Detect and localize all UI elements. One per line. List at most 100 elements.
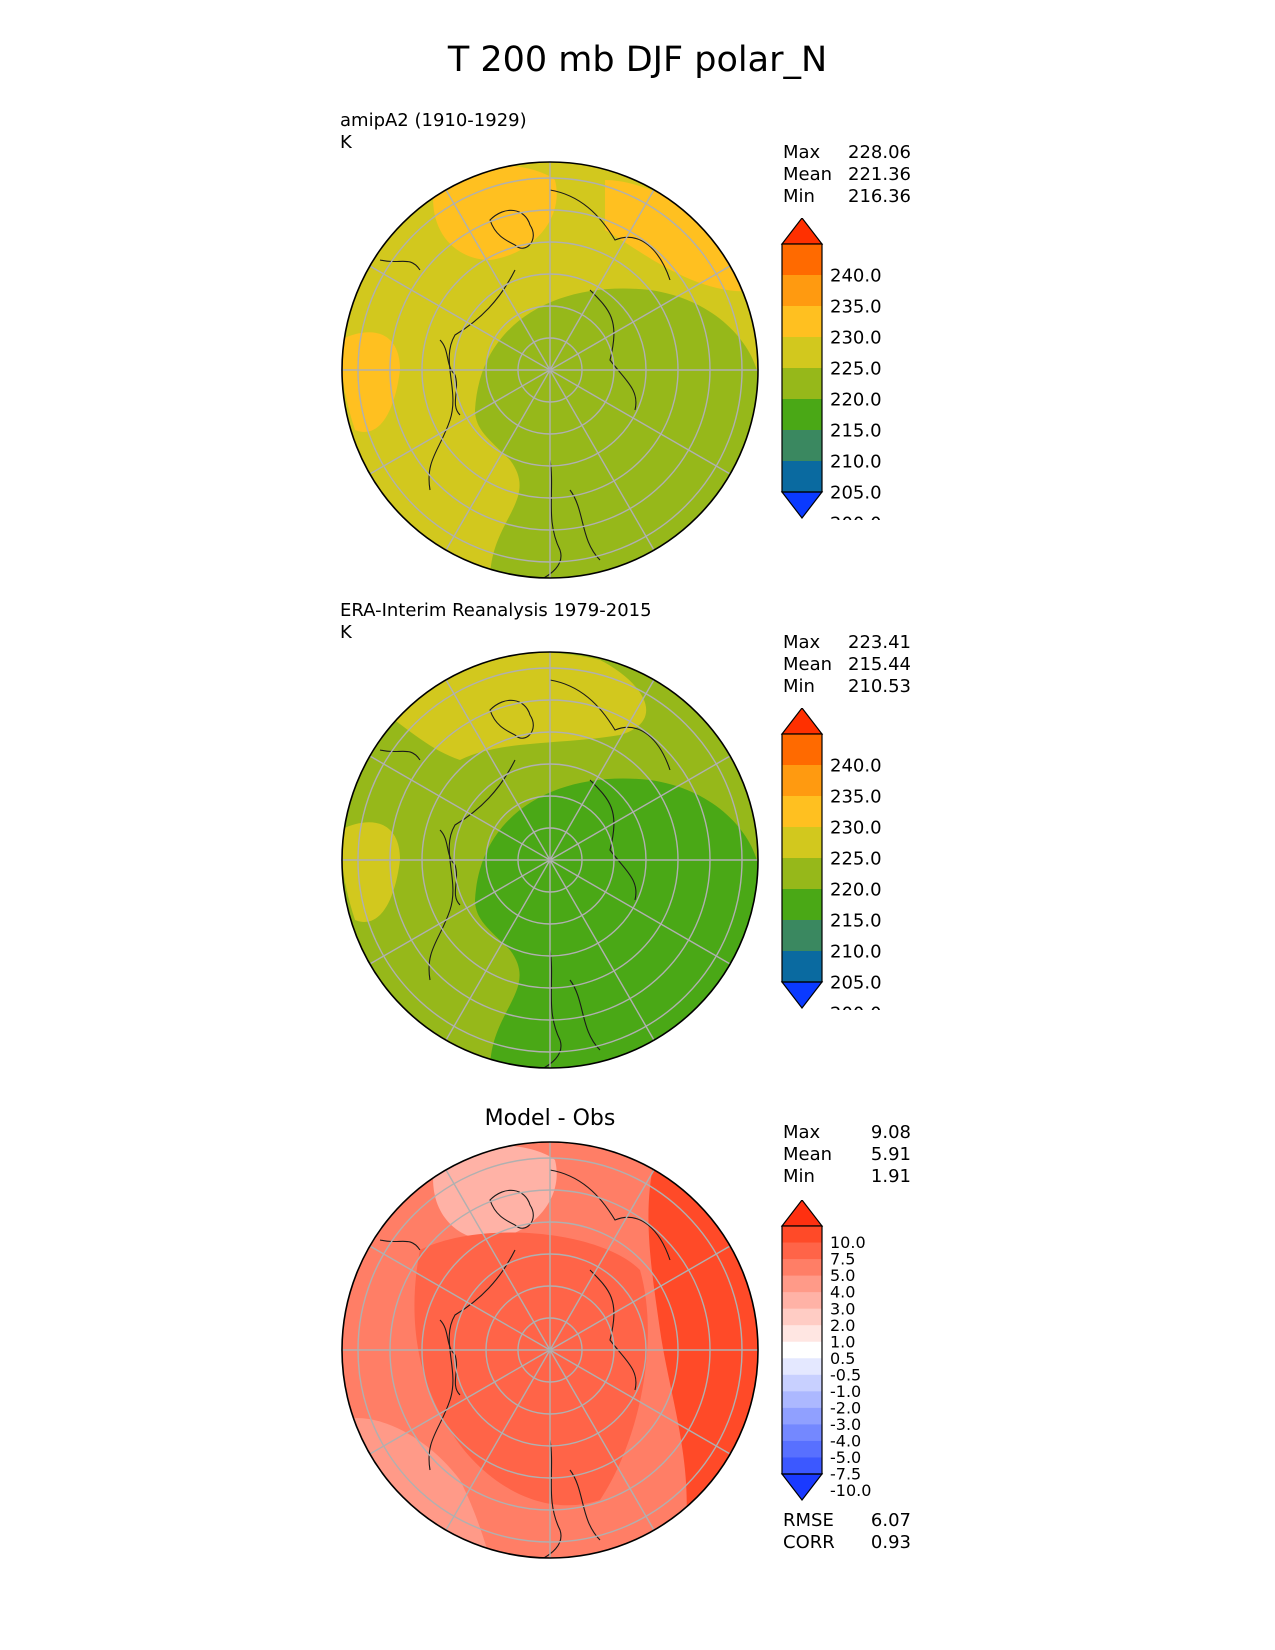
colorbar-bin xyxy=(782,1226,822,1244)
colorbar-bin xyxy=(782,1259,822,1277)
min-label: Min xyxy=(783,1166,815,1187)
colorbar-tick-label: 225.0 xyxy=(830,848,882,869)
colorbar-outline xyxy=(781,1225,823,1475)
meridian-line xyxy=(369,369,551,475)
colorbar-tick-label: -4.0 xyxy=(830,1432,861,1451)
colorbar-outline xyxy=(781,733,823,983)
max-label: Max xyxy=(783,632,821,653)
min-value: 210.53 xyxy=(848,676,911,697)
mean-value: 5.91 xyxy=(870,1144,911,1165)
max-value: 228.06 xyxy=(848,142,911,163)
colorbar-bin xyxy=(782,1341,822,1359)
map-boundary xyxy=(341,161,759,579)
colorbar-tick-label: 7.5 xyxy=(830,1250,855,1269)
colorbar-tick-label: 230.0 xyxy=(830,817,882,838)
colorbar-tick-label: 210.0 xyxy=(830,941,882,962)
min-value: 216.36 xyxy=(848,186,911,207)
panel-2-title-block: ERA-Interim Reanalysis 1979-2015 K xyxy=(340,600,652,644)
colorbar-tick-label: -3.0 xyxy=(830,1415,861,1434)
meridian-line xyxy=(549,369,655,551)
colorbar-tick-label: 205.0 xyxy=(830,972,882,993)
colorbar-bin xyxy=(782,858,822,890)
colorbar-bin xyxy=(782,1325,822,1343)
meridian-line xyxy=(445,679,551,861)
graticule xyxy=(342,652,758,1068)
colorbar-bin xyxy=(782,275,822,307)
colorbar-bin xyxy=(782,796,822,828)
panel-3-stats: Max 9.08 Mean 5.91 Min 1.91 xyxy=(783,1122,911,1188)
meridian-line xyxy=(549,369,731,475)
rmse-value: 6.07 xyxy=(870,1510,911,1531)
colorbar-tick-label: -1.0 xyxy=(830,1382,861,1401)
panel-2-stats: Max 223.41 Mean 215.44 Min 210.53 xyxy=(783,632,911,698)
panel-1-title: amipA2 (1910-1929) xyxy=(340,110,527,131)
corr-value: 0.93 xyxy=(870,1532,911,1553)
corr-label: CORR xyxy=(783,1532,835,1553)
colorbar-bin xyxy=(782,244,822,276)
colorbar-tick-label: 0.5 xyxy=(830,1349,855,1368)
colorbar-tick-label: 10.0 xyxy=(830,1233,866,1252)
coastline-segment xyxy=(589,1269,637,1391)
colorbar-bin xyxy=(782,1308,822,1326)
colorbar-tick-label: 205.0 xyxy=(830,482,882,503)
contour-region-upper-left xyxy=(433,165,557,260)
colorbar-tick-label: 5.0 xyxy=(830,1266,855,1285)
meridian-line xyxy=(445,859,551,1041)
meridian-line xyxy=(369,265,551,371)
panel-2-title: ERA-Interim Reanalysis 1979-2015 xyxy=(340,600,652,621)
coastlines xyxy=(379,1169,671,1558)
coastline-segment xyxy=(549,189,671,281)
panel-1-title-block: amipA2 (1910-1929) K xyxy=(340,110,527,154)
colorbar-bin xyxy=(782,1424,822,1442)
min-value: 1.91 xyxy=(870,1166,911,1187)
meridian-line xyxy=(445,1349,551,1531)
meridian-line xyxy=(549,859,731,965)
colorbar-extend-max xyxy=(780,218,824,245)
panel-3-skill-stats: RMSE 6.07 CORR 0.93 xyxy=(783,1510,911,1554)
meridian-line xyxy=(549,1169,655,1351)
contour-region-left xyxy=(342,822,400,922)
colorbar-tick-label: 235.0 xyxy=(830,296,882,317)
contour-region-left xyxy=(342,332,400,432)
colorbar-tick-label: 200.0 xyxy=(830,1003,882,1010)
colorbar-bin xyxy=(782,461,822,493)
colorbar-tick-label: 210.0 xyxy=(830,451,882,472)
colorbar-bin xyxy=(782,1358,822,1376)
meridian-line xyxy=(369,755,551,861)
max-label: Max xyxy=(783,142,821,163)
rmse-label: RMSE xyxy=(783,1510,834,1531)
colorbar-tick-label: 215.0 xyxy=(830,420,882,441)
colorbar-bin xyxy=(782,306,822,338)
colorbar-bin xyxy=(782,765,822,797)
colorbar-tick-label: 1.0 xyxy=(830,1332,855,1351)
coastline-segment xyxy=(439,339,461,416)
max-label: Max xyxy=(783,1122,821,1143)
map-boundary xyxy=(341,1141,759,1559)
coastline-segment xyxy=(589,779,637,901)
colorbar-bin xyxy=(782,1407,822,1425)
mean-label: Mean xyxy=(783,164,833,185)
figure-title: T 200 mb DJF polar_N xyxy=(447,40,828,80)
meridian-line xyxy=(549,265,731,371)
colorbar-bin xyxy=(782,1275,822,1293)
colorbar-extend-min xyxy=(780,1473,824,1501)
colorbar-bin xyxy=(782,368,822,400)
coastline-segment xyxy=(428,269,516,491)
colorbar-tick-label: -7.5 xyxy=(830,1465,861,1484)
colorbar-bin xyxy=(782,1457,822,1475)
meridian-line xyxy=(445,189,551,371)
panel-2-units: K xyxy=(340,622,352,643)
meridian-line xyxy=(369,1245,551,1351)
panel-2-polar-map xyxy=(341,651,759,1069)
coastline-segment xyxy=(549,679,671,771)
coastline-segment xyxy=(489,699,534,739)
panel-2-colorbar: 240.0 235.0 230.0 225.0 220.0 215.0 210.0 205.0… xyxy=(780,708,882,1010)
colorbar-tick-label: -2.0 xyxy=(830,1398,861,1417)
colorbar-tick-label: 235.0 xyxy=(830,786,882,807)
meridian-line xyxy=(549,679,655,861)
mean-label: Mean xyxy=(783,1144,833,1165)
panel-3-colorbar: 10.07.55.04.03.02.01.00.5-0.5-1.0-2.0-3.… xyxy=(780,1200,871,1501)
panel-3-title: Model - Obs xyxy=(484,1106,616,1131)
coastline-segment xyxy=(439,829,461,906)
colorbar-bin xyxy=(782,1292,822,1310)
